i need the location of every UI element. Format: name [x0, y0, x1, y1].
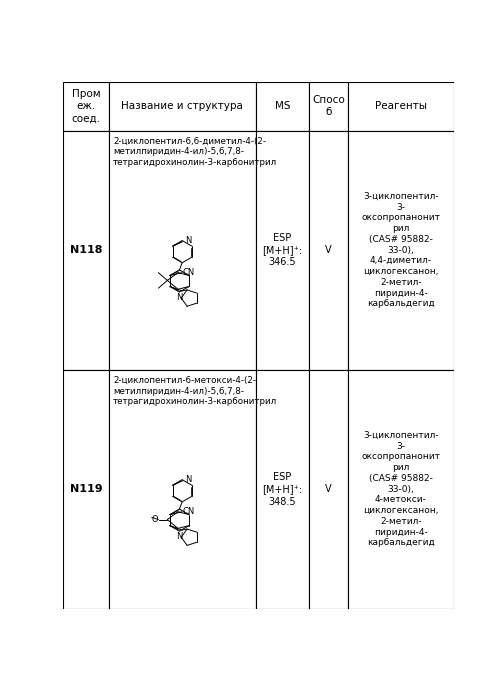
Bar [109, 82, 256, 131]
Bar [309, 369, 348, 609]
Text: V: V [325, 245, 332, 255]
Text: CN: CN [182, 268, 195, 277]
Text: N: N [184, 475, 191, 484]
Bar [348, 369, 454, 609]
Text: ESP
[M+H]⁺:
348.5: ESP [M+H]⁺: 348.5 [263, 472, 302, 507]
Bar [63, 131, 109, 369]
Text: Название и структура: Название и структура [121, 101, 243, 111]
Text: V: V [325, 484, 332, 495]
Text: O: O [152, 515, 159, 524]
Text: Реагенты: Реагенты [374, 101, 427, 111]
Bar [109, 131, 256, 369]
Text: ESP
[M+H]⁺:
346.5: ESP [M+H]⁺: 346.5 [263, 233, 302, 267]
Text: N: N [176, 293, 182, 302]
Bar [348, 131, 454, 369]
Bar [309, 131, 348, 369]
Text: Пром
еж.
соед.: Пром еж. соед. [72, 90, 100, 123]
Text: N118: N118 [70, 245, 102, 255]
Text: 3-циклопентил-
3-
оксопропанонит
рил
(CAS# 95882-
33-0),
4,4-диметил-
циклогекса: 3-циклопентил- 3- оксопропанонит рил (CA… [361, 192, 440, 308]
Text: 3-циклопентил-
3-
оксопропанонит
рил
(CAS# 95882-
33-0),
4-метокси-
циклогексано: 3-циклопентил- 3- оксопропанонит рил (CA… [361, 431, 440, 547]
Text: N: N [176, 532, 182, 541]
Bar [109, 369, 256, 609]
Bar [63, 82, 109, 131]
Bar [256, 369, 309, 609]
Bar [348, 82, 454, 131]
Text: MS: MS [275, 101, 290, 111]
Text: CN: CN [182, 508, 195, 516]
Bar [256, 131, 309, 369]
Bar [309, 82, 348, 131]
Bar [63, 369, 109, 609]
Text: N119: N119 [70, 484, 102, 495]
Text: Спосо
б: Спосо б [312, 95, 345, 118]
Bar [256, 82, 309, 131]
Text: 2-циклопентил-6-метокси-4-(2-
метилпиридин-4-ил)-5,6,7,8-
тетрагидрохинолин-3-ка: 2-циклопентил-6-метокси-4-(2- метилпирид… [113, 376, 277, 406]
Text: 2-циклопентил-6,6-диметил-4-(2-
метилпиридин-4-ил)-5,6,7,8-
тетрагидрохинолин-3-: 2-циклопентил-6,6-диметил-4-(2- метилпир… [113, 137, 277, 167]
Text: N: N [184, 237, 191, 246]
